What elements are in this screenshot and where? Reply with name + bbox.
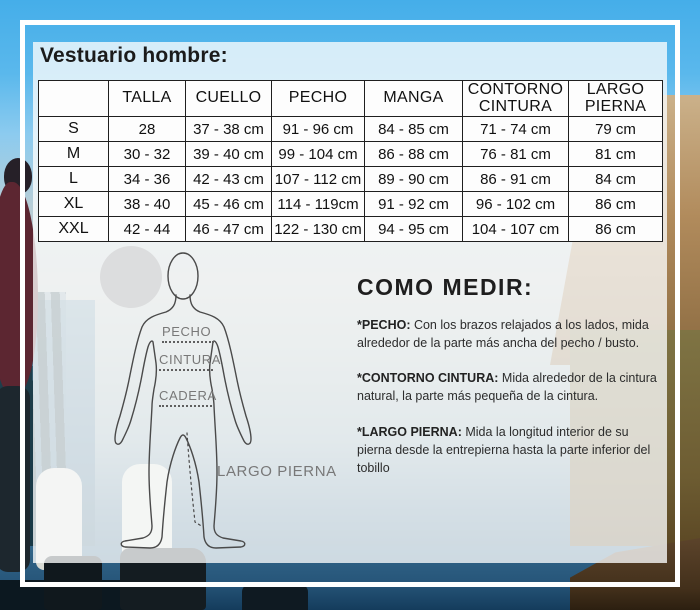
measure-instruction-text: Mida alrededor de la cintura natural, la… <box>357 371 657 404</box>
column-header-pecho: PECHO <box>271 80 365 117</box>
size-cell: XXL <box>38 216 109 242</box>
table-row-m: M 30 - 32 39 - 40 cm 99 - 104 cm 86 - 88… <box>38 141 663 167</box>
table-cell: 89 - 90 cm <box>364 166 463 192</box>
waist-measure-label: CINTURA <box>159 352 220 371</box>
human-figure-drawing <box>114 252 252 549</box>
table-cell: 84 cm <box>568 166 663 192</box>
table-cell: 86 cm <box>568 216 663 242</box>
how-to-measure-title: COMO MEDIR: <box>357 274 534 300</box>
measure-instruction-label: *PECHO: <box>357 318 411 332</box>
table-cell: 37 - 38 cm <box>185 116 272 142</box>
chest-measure-label: PECHO <box>162 324 214 343</box>
table-row-xxl: XXL 42 - 44 46 - 47 cm 122 - 130 cm 94 -… <box>38 216 663 242</box>
table-cell: 84 - 85 cm <box>364 116 463 142</box>
table-cell: 94 - 95 cm <box>364 216 463 242</box>
table-cell: 86 - 88 cm <box>364 141 463 167</box>
table-cell: 81 cm <box>568 141 663 167</box>
table-cell: 99 - 104 cm <box>271 141 365 167</box>
table-cell: 79 cm <box>568 116 663 142</box>
column-header-manga: MANGA <box>364 80 463 117</box>
column-header-largo-pierna: LARGO PIERNA <box>568 80 663 117</box>
table-cell: 71 - 74 cm <box>462 116 569 142</box>
hiking-boot <box>242 584 308 610</box>
hiker-silhouette-legs <box>0 386 30 572</box>
measure-instruction-inseam: *LARGO PIERNA: Mida la longitud interior… <box>357 423 659 477</box>
hip-measure-label: CADERA <box>159 388 216 407</box>
table-cell: 46 - 47 cm <box>185 216 272 242</box>
table-cell: 104 - 107 cm <box>462 216 569 242</box>
table-cell: 86 - 91 cm <box>462 166 569 192</box>
table-cell: 96 - 102 cm <box>462 191 569 217</box>
table-cell: 86 cm <box>568 191 663 217</box>
table-cell: 91 - 96 cm <box>271 116 365 142</box>
table-cell: 39 - 40 cm <box>185 141 272 167</box>
column-header-cuello: CUELLO <box>185 80 272 117</box>
table-row-l: L 34 - 36 42 - 43 cm 107 - 112 cm 89 - 9… <box>38 166 663 192</box>
table-cell: 76 - 81 cm <box>462 141 569 167</box>
size-table: TALLA CUELLO PECHO MANGA CONTORNO CINTUR… <box>38 80 663 242</box>
table-cell: 114 - 119cm <box>271 191 365 217</box>
table-cell: 42 - 43 cm <box>185 166 272 192</box>
table-cell: 122 - 130 cm <box>271 216 365 242</box>
size-cell: M <box>38 141 109 167</box>
table-cell: 107 - 112 cm <box>271 166 365 192</box>
body-outline-figure <box>105 250 265 555</box>
table-cell: 30 - 32 <box>108 141 186 167</box>
column-header-blank <box>38 80 109 117</box>
size-cell: XL <box>38 191 109 217</box>
table-row-xl: XL 38 - 40 45 - 46 cm 114 - 119cm 91 - 9… <box>38 191 663 217</box>
table-cell: 28 <box>108 116 186 142</box>
measure-instruction-waist: *CONTORNO CINTURA: Mida alrededor de la … <box>357 369 659 405</box>
table-cell: 42 - 44 <box>108 216 186 242</box>
measure-instruction-text: Con los brazos relajados a los lados, mi… <box>357 318 649 351</box>
table-cell: 34 - 36 <box>108 166 186 192</box>
measure-instruction-text: Mida la longitud interior de su pierna d… <box>357 424 651 475</box>
measure-instruction-label: *LARGO PIERNA: <box>357 424 462 439</box>
measure-instruction-label: *CONTORNO CINTURA: <box>357 371 499 386</box>
page-title: Vestuario hombre: <box>40 44 228 67</box>
table-cell: 45 - 46 cm <box>185 191 272 217</box>
size-cell: S <box>38 116 109 142</box>
column-header-contorno-cintura: CONTORNO CINTURA <box>462 80 569 117</box>
table-row-s: S 28 37 - 38 cm 91 - 96 cm 84 - 85 cm 71… <box>38 116 663 142</box>
inseam-measure-label: LARGO PIERNA <box>217 463 337 480</box>
how-to-measure-section: COMO MEDIR: *PECHO: Con los brazos relaj… <box>357 274 659 494</box>
size-cell: L <box>38 166 109 192</box>
table-cell: 38 - 40 <box>108 191 186 217</box>
measure-instruction-chest: *PECHO: Con los brazos relajados a los l… <box>357 316 659 352</box>
table-header-row: TALLA CUELLO PECHO MANGA CONTORNO CINTUR… <box>38 80 663 117</box>
column-header-talla: TALLA <box>108 80 186 117</box>
table-cell: 91 - 92 cm <box>364 191 463 217</box>
